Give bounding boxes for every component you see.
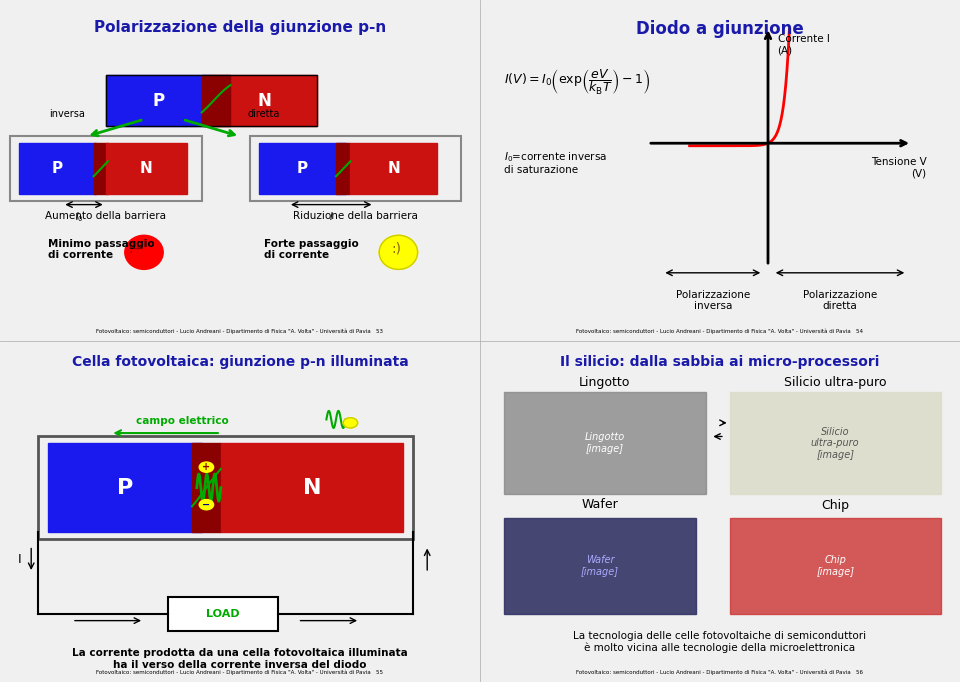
- Bar: [106, 75, 317, 126]
- Text: Wafer: Wafer: [582, 499, 618, 512]
- Text: Cella fotovoltaica: giunzione p-n illuminata: Cella fotovoltaica: giunzione p-n illumi…: [72, 355, 408, 369]
- Text: diretta: diretta: [248, 109, 280, 119]
- Text: Il silicio: dalla sabbia ai micro-processori: Il silicio: dalla sabbia ai micro-proces…: [561, 355, 879, 369]
- Text: −: −: [203, 500, 210, 509]
- Bar: [168, 597, 278, 631]
- Text: N: N: [140, 162, 153, 176]
- Ellipse shape: [125, 235, 163, 269]
- Bar: [259, 143, 346, 194]
- Bar: [10, 136, 202, 201]
- Bar: [730, 518, 941, 614]
- Text: I: I: [17, 552, 21, 566]
- Text: Riduzione della barriera: Riduzione della barriera: [293, 211, 418, 222]
- Bar: [38, 436, 413, 539]
- Text: P: P: [297, 162, 308, 176]
- Text: Aumento della barriera: Aumento della barriera: [45, 211, 166, 222]
- Text: Wafer
[image]: Wafer [image]: [581, 555, 619, 577]
- Bar: [250, 136, 461, 201]
- Text: $I_0$=corrente inversa
di saturazione: $I_0$=corrente inversa di saturazione: [504, 150, 607, 175]
- Text: Polarizzazione
inversa: Polarizzazione inversa: [676, 290, 750, 312]
- Bar: [106, 75, 211, 126]
- Text: :−: :−: [129, 242, 145, 256]
- Text: Diodo a giunzione: Diodo a giunzione: [636, 20, 804, 38]
- Text: P: P: [153, 91, 164, 110]
- Text: Lingotto: Lingotto: [579, 376, 631, 389]
- Text: inversa: inversa: [49, 109, 85, 119]
- Text: $I(V) = I_0\left(\exp\!\left(\dfrac{eV}{k_{\rm B}T}\right)-1\right)$: $I(V) = I_0\left(\exp\!\left(\dfrac{eV}{…: [504, 68, 650, 98]
- Text: Fotovoltaico: semiconduttori - Lucio Andreani - Dipartimento di Fisica "A. Volta: Fotovoltaico: semiconduttori - Lucio And…: [97, 329, 383, 334]
- Polygon shape: [336, 143, 350, 194]
- Bar: [350, 143, 437, 194]
- Polygon shape: [192, 443, 221, 532]
- Text: Polarizzazione
diretta: Polarizzazione diretta: [803, 290, 877, 312]
- Text: Forte passaggio
di corrente: Forte passaggio di corrente: [264, 239, 359, 261]
- Text: Silicio
ultra-puro
[image]: Silicio ultra-puro [image]: [811, 427, 859, 460]
- Text: :): :): [391, 242, 401, 256]
- Text: Fotovoltaico: semiconduttori - Lucio Andreani - Dipartimento di Fisica "A. Volta: Fotovoltaico: semiconduttori - Lucio And…: [577, 670, 863, 675]
- Circle shape: [344, 417, 357, 428]
- Text: La corrente prodotta da una cella fotovoltaica illuminata
ha il verso della corr: La corrente prodotta da una cella fotovo…: [72, 648, 408, 670]
- Text: Tensione V
(V): Tensione V (V): [871, 157, 926, 179]
- Bar: [221, 443, 403, 532]
- Text: La tecnologia delle celle fotovoltaiche di semiconduttori
è molto vicina alle te: La tecnologia delle celle fotovoltaiche …: [573, 631, 867, 653]
- Text: P: P: [117, 477, 132, 498]
- Bar: [48, 443, 202, 532]
- Text: Fotovoltaico: semiconduttori - Lucio Andreani - Dipartimento di Fisica "A. Volta: Fotovoltaico: semiconduttori - Lucio And…: [577, 329, 863, 334]
- Text: N: N: [387, 162, 400, 176]
- Text: Chip: Chip: [821, 499, 850, 512]
- Bar: [504, 518, 696, 614]
- Ellipse shape: [379, 235, 418, 269]
- Text: Fotovoltaico: semiconduttori - Lucio Andreani - Dipartimento di Fisica "A. Volta: Fotovoltaico: semiconduttori - Lucio And…: [97, 670, 383, 675]
- Polygon shape: [94, 143, 108, 194]
- Text: $I$: $I$: [329, 210, 333, 222]
- Bar: [730, 392, 941, 494]
- Text: campo elettrico: campo elettrico: [136, 416, 228, 426]
- Text: Chip
[image]: Chip [image]: [816, 555, 854, 577]
- Text: Silicio ultra-puro: Silicio ultra-puro: [784, 376, 886, 389]
- Bar: [106, 143, 187, 194]
- Text: N: N: [257, 91, 271, 110]
- Text: N: N: [302, 477, 322, 498]
- Text: LOAD: LOAD: [206, 609, 240, 619]
- Text: P: P: [52, 162, 63, 176]
- Bar: [211, 75, 317, 126]
- Polygon shape: [202, 75, 230, 126]
- Text: Polarizzazione della giunzione p-n: Polarizzazione della giunzione p-n: [94, 20, 386, 35]
- Text: Lingotto
[image]: Lingotto [image]: [585, 432, 625, 454]
- Text: Corrente I
(A): Corrente I (A): [778, 34, 829, 56]
- Circle shape: [200, 499, 214, 510]
- Bar: [504, 392, 706, 494]
- Circle shape: [200, 462, 214, 472]
- Text: Minimo passaggio
di corrente: Minimo passaggio di corrente: [48, 239, 155, 261]
- Bar: [19, 143, 96, 194]
- Text: $I_0$: $I_0$: [75, 210, 84, 224]
- Text: +: +: [203, 462, 210, 472]
